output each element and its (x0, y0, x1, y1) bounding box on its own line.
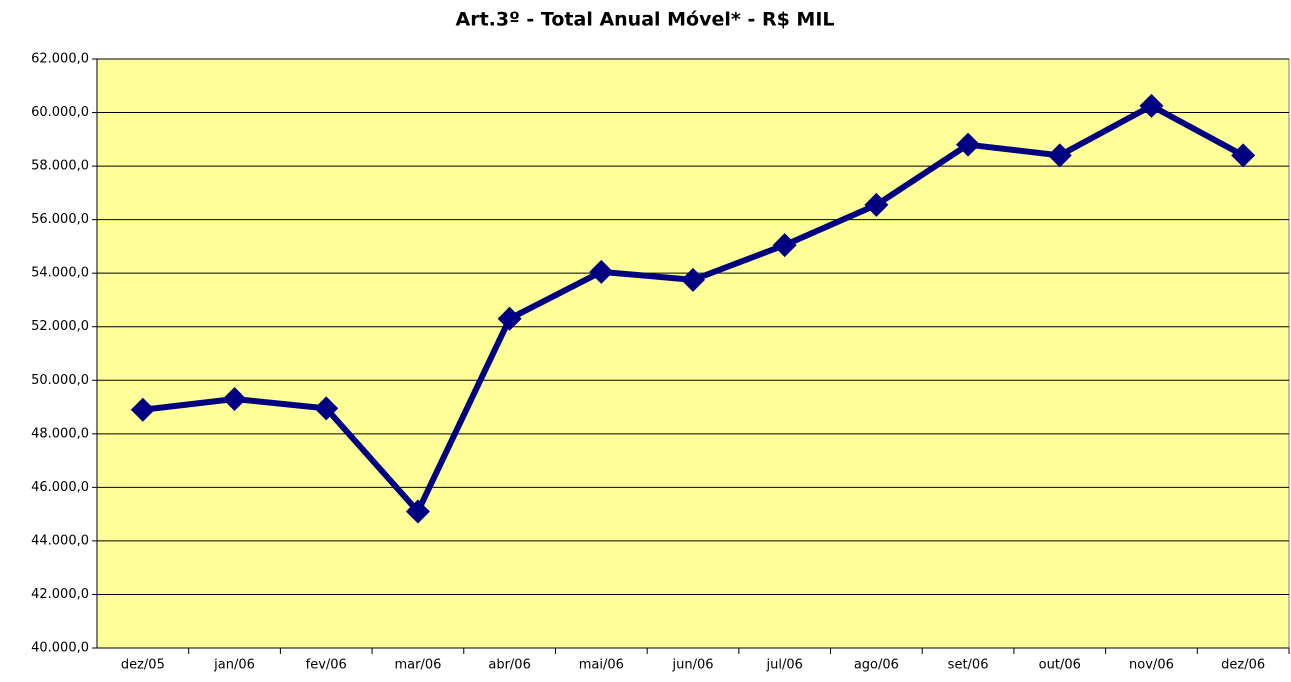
marker (497, 306, 522, 331)
x-tick-label: dez/06 (1221, 658, 1265, 673)
x-tick-label: set/06 (948, 658, 989, 673)
marker (772, 233, 797, 258)
y-tick-label: 48.000,0 (31, 426, 89, 441)
y-tick-label: 42.000,0 (31, 587, 89, 602)
x-tick-label: mai/06 (579, 658, 624, 673)
chart-title: Art.3º - Total Anual Móvel* - R$ MIL (456, 9, 835, 31)
x-tick-label: mar/06 (394, 658, 441, 673)
marker (314, 396, 339, 421)
y-tick-label: 62.000,0 (31, 52, 89, 67)
marker (405, 499, 430, 524)
y-tick-label: 44.000,0 (31, 533, 89, 548)
marker (589, 259, 614, 284)
x-tick-label: jun/06 (671, 658, 713, 673)
marker (130, 397, 155, 422)
marker (222, 387, 247, 412)
y-tick-label: 40.000,0 (31, 641, 89, 656)
x-tick-label: fev/06 (306, 658, 347, 673)
y-tick-label: 50.000,0 (31, 373, 89, 388)
x-tick-label: dez/05 (121, 658, 165, 673)
x-tick-label: abr/06 (488, 658, 531, 673)
marker (681, 267, 705, 292)
x-tick-label: nov/06 (1129, 658, 1174, 673)
marker (1139, 93, 1164, 118)
marker (956, 132, 981, 157)
y-tick-label: 46.000,0 (31, 480, 89, 495)
y-tick-label: 52.000,0 (31, 319, 89, 334)
y-tick-label: 60.000,0 (31, 105, 89, 120)
plot-area (96, 58, 1290, 649)
y-tick-label: 54.000,0 (31, 266, 89, 281)
y-tick-label: 56.000,0 (31, 212, 89, 227)
x-tick-label: jan/06 (213, 658, 255, 673)
x-tick-label: jul/06 (765, 658, 802, 673)
y-tick-label: 58.000,0 (31, 159, 89, 174)
marker (1047, 143, 1072, 168)
x-tick-label: ago/06 (854, 658, 899, 673)
x-tick-label: out/06 (1039, 658, 1081, 673)
marker (864, 192, 889, 217)
marker (1231, 143, 1256, 168)
